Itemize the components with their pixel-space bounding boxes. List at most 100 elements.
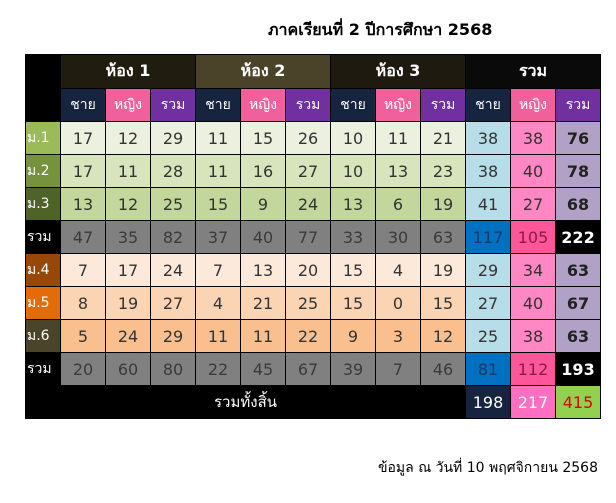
cell: 26 (285, 121, 331, 155)
cell: 24 (150, 253, 196, 287)
cell: 4 (375, 253, 421, 287)
cell: 20 (285, 253, 331, 287)
cell: 3 (375, 319, 421, 353)
table-row: ม.6 5 24 29 11 11 22 9 3 12 25 38 63 (25, 319, 601, 353)
group-header-room1: ห้อง 1 (60, 54, 196, 89)
cell: 5 (60, 319, 106, 353)
cell: 17 (105, 253, 151, 287)
row-label: รวม (25, 220, 61, 254)
cell: 21 (240, 286, 286, 320)
cell: 15 (330, 253, 376, 287)
cell: 25 (150, 187, 196, 221)
cell: 60 (105, 352, 151, 386)
cell: 9 (240, 187, 286, 221)
cell: 193 (555, 352, 601, 386)
cell: 68 (555, 187, 601, 221)
subheader-female: หญิง (510, 88, 556, 122)
row-label: ม.5 (25, 286, 61, 320)
cell: 22 (195, 352, 241, 386)
student-count-table: ห้อง 1 ห้อง 2 ห้อง 3 รวม ชาย หญิง รวม ชาย หญ… (25, 54, 601, 419)
cell: 8 (60, 286, 106, 320)
subheader-row: ชาย หญิง รวม ชาย หญิง รวม ชาย หญิง รวม ชาย หญิง รวม (26, 88, 601, 122)
cell: 37 (195, 220, 241, 254)
cell: 12 (105, 187, 151, 221)
cell: 77 (285, 220, 331, 254)
cell: 78 (555, 154, 601, 188)
cell: 28 (150, 154, 196, 188)
table-row: ม.2 17 11 28 11 16 27 10 13 23 38 40 78 (25, 154, 601, 188)
cell: 27 (150, 286, 196, 320)
group-header-total: รวม (465, 54, 601, 89)
cell: 7 (195, 253, 241, 287)
cell: 38 (465, 154, 511, 188)
cell: 4 (195, 286, 241, 320)
cell: 19 (105, 286, 151, 320)
row-label: ม.2 (25, 154, 61, 188)
cell: 63 (555, 253, 601, 287)
subheader-male: ชาย (195, 88, 241, 122)
cell: 222 (555, 220, 601, 254)
cell: 117 (465, 220, 511, 254)
cell: 29 (150, 121, 196, 155)
cell: 76 (555, 121, 601, 155)
cell: 47 (60, 220, 106, 254)
row-label: ม.4 (25, 253, 61, 287)
cell: 10 (330, 121, 376, 155)
cell: 13 (330, 187, 376, 221)
cell: 15 (240, 121, 286, 155)
cell: 9 (330, 319, 376, 353)
grand-total-all: 415 (555, 385, 601, 419)
cell: 63 (555, 319, 601, 353)
cell: 13 (375, 154, 421, 188)
subheader-total: รวม (420, 88, 466, 122)
table-row: ม.3 13 12 25 15 9 24 13 6 19 41 27 68 (25, 187, 601, 221)
cell: 11 (240, 319, 286, 353)
cell: 10 (330, 154, 376, 188)
cell: 11 (195, 121, 241, 155)
cell: 27 (465, 286, 511, 320)
cell: 45 (240, 352, 286, 386)
group-header-room3: ห้อง 3 (330, 54, 466, 89)
cell: 15 (195, 187, 241, 221)
cell: 24 (285, 187, 331, 221)
cell: 13 (240, 253, 286, 287)
data-date-note: ข้อมูล ณ วันที่ 10 พฤศจิกายน 2568 (377, 460, 598, 476)
cell: 12 (105, 121, 151, 155)
cell: 27 (285, 154, 331, 188)
cell: 67 (285, 352, 331, 386)
page-title: ภาคเรียนที่ 2 ปีการศึกษา 2568 (268, 20, 493, 39)
subheader-total: รวม (150, 88, 196, 122)
cell: 67 (555, 286, 601, 320)
cell: 7 (375, 352, 421, 386)
grand-total-row: รวมทั้งสิ้น 198 217 415 (25, 385, 601, 419)
cell: 46 (420, 352, 466, 386)
cell: 23 (420, 154, 466, 188)
cell: 80 (150, 352, 196, 386)
cell: 19 (420, 187, 466, 221)
subheader-total: รวม (285, 88, 331, 122)
cell: 11 (375, 121, 421, 155)
cell: 15 (420, 286, 466, 320)
subheader-female: หญิง (375, 88, 421, 122)
cell: 12 (420, 319, 466, 353)
group-header-room2: ห้อง 2 (195, 54, 331, 89)
cell: 105 (510, 220, 556, 254)
cell: 30 (375, 220, 421, 254)
cell: 20 (60, 352, 106, 386)
cell: 24 (105, 319, 151, 353)
grand-total-female: 217 (510, 385, 556, 419)
cell: 40 (240, 220, 286, 254)
cell: 63 (420, 220, 466, 254)
subheader-total: รวม (555, 88, 601, 122)
subheader-male: ชาย (330, 88, 376, 122)
subheader-female: หญิง (240, 88, 286, 122)
cell: 33 (330, 220, 376, 254)
cell: 21 (420, 121, 466, 155)
cell: 25 (285, 286, 331, 320)
row-label: ม.1 (25, 121, 61, 155)
cell: 11 (105, 154, 151, 188)
cell: 38 (465, 121, 511, 155)
cell: 39 (330, 352, 376, 386)
cell: 17 (60, 121, 106, 155)
subheader-male: ชาย (465, 88, 511, 122)
